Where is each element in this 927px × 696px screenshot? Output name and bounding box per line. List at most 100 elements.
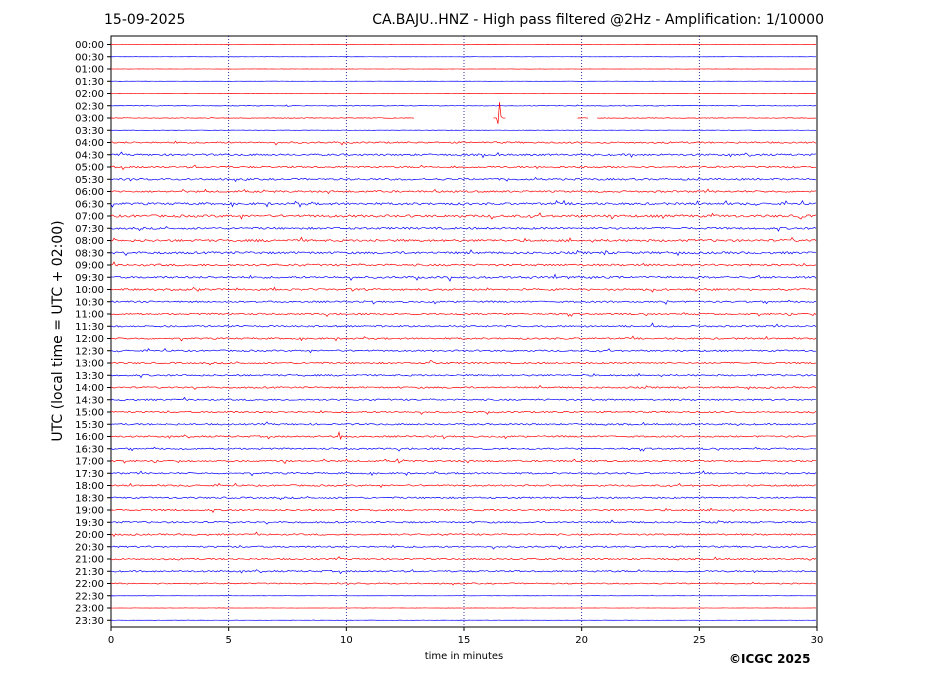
trace-line xyxy=(110,129,817,131)
y-tick-label: 14:00 xyxy=(75,383,104,394)
trace-line xyxy=(110,236,817,243)
y-tick-label: 11:00 xyxy=(75,310,104,321)
y-tick-label: 10:00 xyxy=(75,285,104,296)
trace-line xyxy=(110,335,817,342)
y-tick-label: 23:00 xyxy=(75,604,104,615)
trace-line xyxy=(110,226,817,232)
y-tick-label: 01:00 xyxy=(75,65,104,76)
trace-line xyxy=(110,519,817,525)
y-tick-label: 20:00 xyxy=(75,530,104,541)
trace-line xyxy=(110,470,817,477)
trace-line xyxy=(110,176,817,183)
trace-line xyxy=(110,396,817,402)
y-tick-label: 12:30 xyxy=(75,346,104,357)
y-tick-label: 16:30 xyxy=(75,444,104,455)
trace-line xyxy=(110,212,817,220)
y-tick-label: 14:30 xyxy=(75,395,104,406)
trace-line xyxy=(110,140,817,146)
y-tick-label: 03:30 xyxy=(75,126,104,137)
y-tick-label: 06:00 xyxy=(75,187,104,198)
trace-line xyxy=(110,322,817,328)
x-axis-label: time in minutes xyxy=(424,651,504,662)
y-tick-label: 08:30 xyxy=(75,248,104,259)
y-tick-label: 05:00 xyxy=(75,163,104,174)
trace-line xyxy=(110,556,817,561)
x-tick-label: 10 xyxy=(340,635,353,646)
y-tick-label: 15:00 xyxy=(75,408,104,419)
trace-line xyxy=(110,359,817,366)
trace-line xyxy=(110,151,817,159)
y-tick-label: 06:30 xyxy=(75,199,104,210)
trace-line xyxy=(110,102,817,124)
trace-line xyxy=(110,312,817,317)
x-tick-label: 25 xyxy=(693,635,706,646)
y-tick-label: 17:30 xyxy=(75,469,104,480)
y-tick-label: 22:00 xyxy=(75,579,104,590)
y-tick-label: 00:00 xyxy=(75,40,104,51)
y-tick-label: 12:00 xyxy=(75,334,104,345)
trace-line xyxy=(110,188,817,195)
trace-line xyxy=(110,299,817,305)
y-tick-label: 15:30 xyxy=(75,420,104,431)
y-tick-label: 08:00 xyxy=(75,236,104,247)
y-tick-label: 19:30 xyxy=(75,518,104,529)
y-tick-label: 07:00 xyxy=(75,212,104,223)
y-tick-label: 18:30 xyxy=(75,493,104,504)
x-tick-label: 30 xyxy=(811,635,824,646)
trace-line xyxy=(110,249,817,257)
y-tick-label: 19:00 xyxy=(75,506,104,517)
x-tick-label: 5 xyxy=(225,635,231,646)
trace-line xyxy=(110,199,817,208)
trace-line xyxy=(110,531,817,537)
trace-line xyxy=(110,619,817,621)
trace-line xyxy=(110,431,817,440)
y-tick-label: 20:30 xyxy=(75,542,104,553)
trace-line xyxy=(110,347,817,354)
trace-line xyxy=(110,446,817,452)
y-tick-label: 21:00 xyxy=(75,555,104,566)
trace-line xyxy=(110,581,817,586)
trace-line xyxy=(110,482,817,489)
trace-line xyxy=(110,286,817,293)
trace-line xyxy=(110,569,817,575)
y-tick-label: 23:30 xyxy=(75,616,104,627)
trace-line xyxy=(110,544,817,550)
trace-line xyxy=(110,384,817,390)
trace-line xyxy=(110,104,817,108)
x-tick-label: 0 xyxy=(108,635,114,646)
y-tick-label: 04:30 xyxy=(75,150,104,161)
y-tick-label: 16:00 xyxy=(75,432,104,443)
y-tick-label: 02:30 xyxy=(75,101,104,112)
y-tick-label: 09:30 xyxy=(75,273,104,284)
trace-line xyxy=(110,421,817,426)
trace-line xyxy=(110,261,817,267)
y-tick-label: 13:30 xyxy=(75,371,104,382)
plot-frame xyxy=(110,35,818,628)
x-tick-label: 20 xyxy=(575,635,588,646)
trace-line xyxy=(110,507,817,513)
trace-line xyxy=(110,372,817,379)
plot-date: 15-09-2025 xyxy=(104,12,186,28)
y-tick-label: 21:30 xyxy=(75,567,104,578)
trace-line xyxy=(110,409,817,415)
y-tick-label: 00:30 xyxy=(75,52,104,63)
y-tick-label: 05:30 xyxy=(75,175,104,186)
y-tick-label: 22:30 xyxy=(75,591,104,602)
y-tick-label: 11:30 xyxy=(75,322,104,333)
y-tick-label: 07:30 xyxy=(75,224,104,235)
trace-line xyxy=(110,458,817,465)
y-tick-label: 13:00 xyxy=(75,359,104,370)
x-tick-label: 15 xyxy=(458,635,471,646)
y-tick-label: 18:00 xyxy=(75,481,104,492)
y-tick-label: 03:00 xyxy=(75,114,104,125)
y-tick-label: 17:00 xyxy=(75,457,104,468)
y-tick-label: 04:00 xyxy=(75,138,104,149)
y-tick-label: 09:00 xyxy=(75,261,104,272)
y-tick-label: 01:30 xyxy=(75,77,104,88)
y-tick-label: 02:00 xyxy=(75,89,104,100)
trace-line xyxy=(110,495,817,501)
copyright-credit: ©ICGC 2025 xyxy=(729,652,811,666)
plot-title: CA.BAJU..HNZ - High pass filtered @2Hz -… xyxy=(372,12,824,28)
trace-line xyxy=(110,164,817,171)
